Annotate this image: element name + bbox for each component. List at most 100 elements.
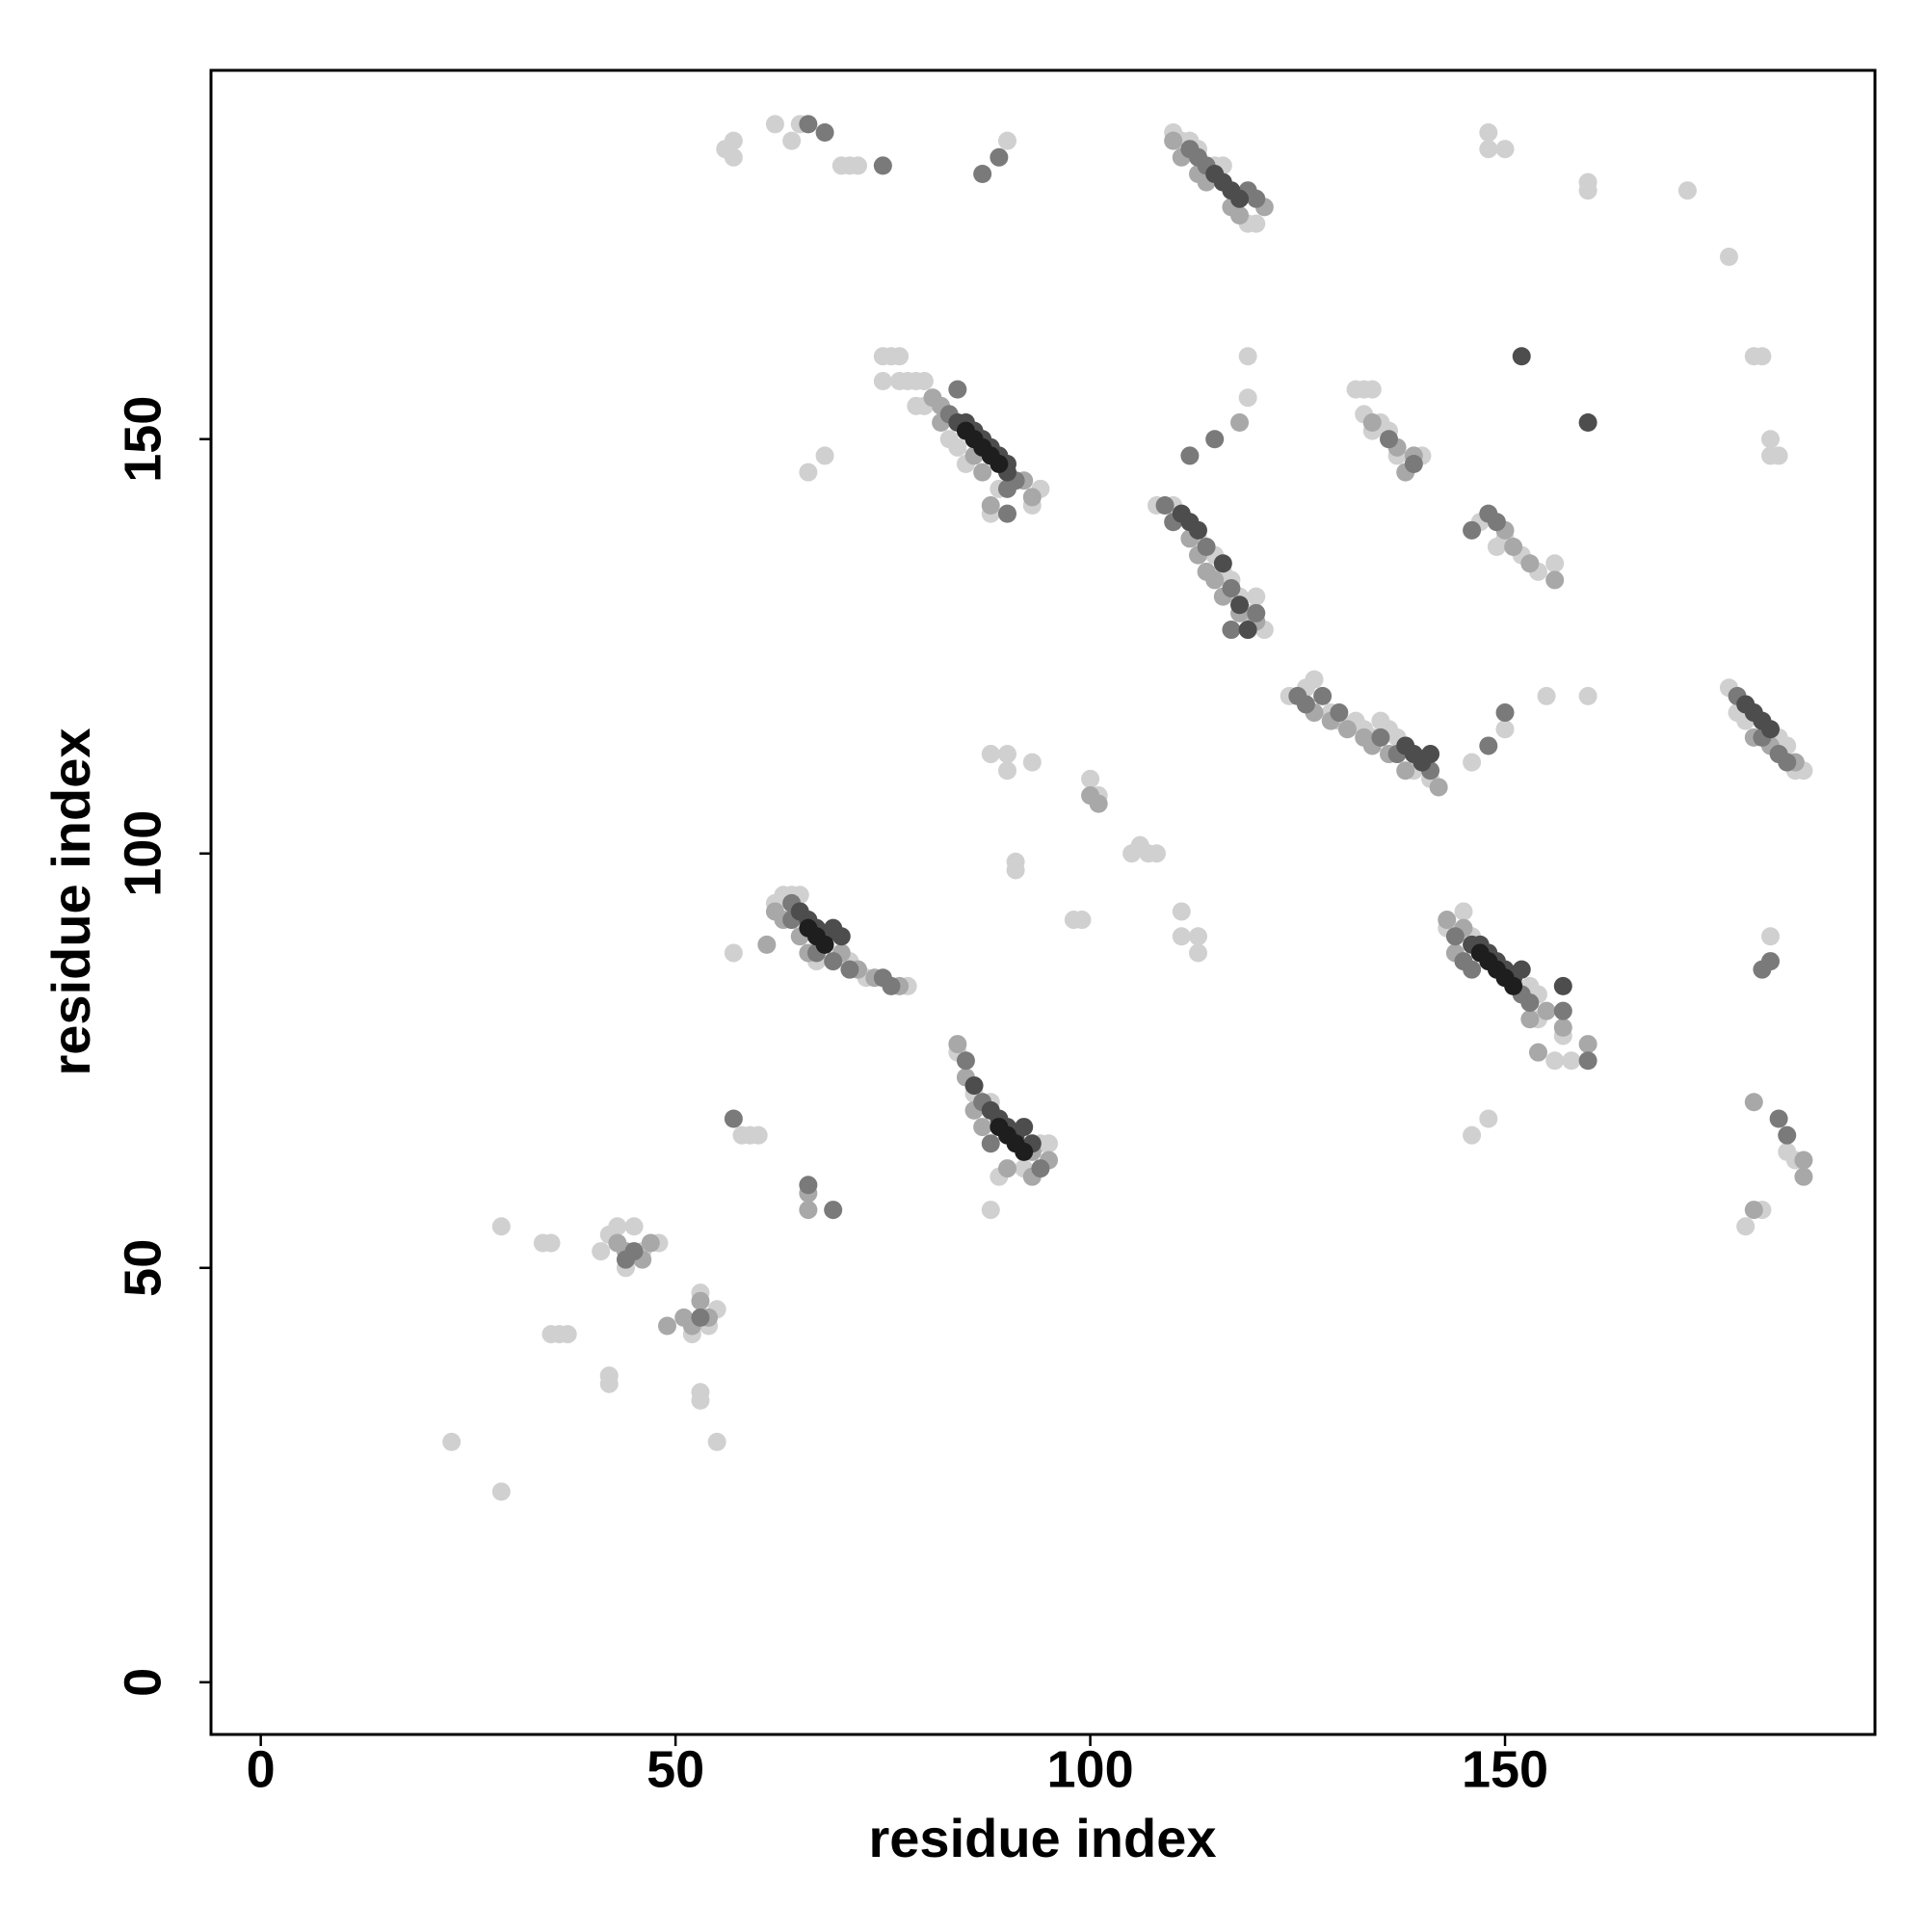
- y-tick-label: 50: [114, 1239, 172, 1297]
- plot-frame: [209, 68, 1877, 1736]
- point: [1778, 1125, 1797, 1145]
- point: [799, 1201, 818, 1220]
- point: [1487, 513, 1506, 532]
- point: [997, 1159, 1016, 1178]
- point: [1022, 753, 1042, 772]
- point: [1040, 1134, 1059, 1153]
- point: [890, 347, 910, 366]
- point: [1180, 446, 1200, 465]
- point: [1520, 993, 1540, 1013]
- point: [1172, 927, 1191, 946]
- point: [707, 1432, 726, 1451]
- point: [1479, 736, 1498, 755]
- point: [724, 147, 743, 167]
- point: [997, 745, 1016, 764]
- point: [1230, 413, 1250, 433]
- point: [849, 156, 868, 175]
- point: [1330, 703, 1349, 723]
- point: [1247, 587, 1266, 606]
- point: [815, 935, 834, 954]
- point: [1313, 686, 1333, 705]
- point: [765, 115, 784, 134]
- point: [1761, 430, 1781, 449]
- point: [1504, 538, 1523, 557]
- point: [691, 1390, 710, 1410]
- point: [1230, 189, 1250, 208]
- point: [1172, 902, 1191, 921]
- point: [948, 437, 967, 457]
- point: [1537, 1001, 1556, 1020]
- point: [1404, 455, 1423, 474]
- point: [1247, 189, 1266, 208]
- point: [997, 504, 1016, 523]
- point: [1545, 554, 1565, 573]
- point: [799, 1176, 818, 1195]
- point: [981, 496, 1000, 516]
- point: [1520, 554, 1540, 573]
- point: [1164, 131, 1183, 150]
- point: [592, 1242, 611, 1261]
- point: [491, 1217, 511, 1236]
- point: [1578, 172, 1597, 192]
- point: [1371, 728, 1390, 747]
- point: [1537, 686, 1556, 705]
- point: [964, 1076, 984, 1096]
- y-tick-label: 0: [114, 1668, 172, 1697]
- point: [782, 131, 802, 150]
- point: [1562, 1051, 1581, 1071]
- point: [914, 372, 934, 391]
- point: [1677, 181, 1697, 200]
- point: [1495, 703, 1515, 723]
- point: [599, 1374, 619, 1393]
- y-tick-label: 100: [114, 810, 172, 897]
- point: [1528, 1043, 1547, 1062]
- point: [873, 372, 892, 391]
- x-tick-label: 150: [1462, 1740, 1548, 1798]
- point: [691, 1291, 710, 1310]
- point: [1495, 140, 1515, 159]
- point: [1238, 388, 1257, 408]
- point: [442, 1432, 462, 1451]
- point: [1429, 778, 1448, 797]
- point: [1736, 1217, 1755, 1236]
- point: [1438, 911, 1457, 930]
- point: [1188, 927, 1207, 946]
- point: [724, 131, 743, 150]
- point: [1553, 1001, 1572, 1020]
- point: [1421, 745, 1440, 764]
- point: [1463, 520, 1482, 540]
- point: [741, 1125, 760, 1145]
- point: [981, 1134, 1000, 1153]
- point: [1015, 1142, 1034, 1161]
- point: [1222, 621, 1241, 640]
- point: [997, 761, 1016, 781]
- point: [1495, 720, 1515, 739]
- point: [1081, 769, 1100, 788]
- point: [1761, 720, 1781, 739]
- point: [948, 380, 967, 399]
- point: [1744, 1201, 1763, 1220]
- point: [1454, 902, 1473, 921]
- point: [1362, 380, 1382, 399]
- point: [1479, 140, 1498, 159]
- point: [658, 1316, 677, 1336]
- point: [981, 1201, 1000, 1220]
- point: [757, 935, 777, 954]
- point: [824, 1201, 843, 1220]
- point: [1230, 206, 1250, 225]
- point: [1794, 1167, 1813, 1186]
- point: [1769, 1109, 1788, 1128]
- point: [1578, 413, 1597, 433]
- point: [1504, 976, 1523, 995]
- point: [1238, 621, 1257, 640]
- point: [1072, 911, 1092, 930]
- point: [1337, 720, 1357, 739]
- y-axis-title: residue index: [40, 728, 101, 1075]
- point: [799, 463, 818, 482]
- point: [1512, 347, 1531, 366]
- point: [1006, 852, 1025, 871]
- point: [1022, 488, 1042, 507]
- point: [1380, 430, 1399, 449]
- point: [1031, 1159, 1050, 1178]
